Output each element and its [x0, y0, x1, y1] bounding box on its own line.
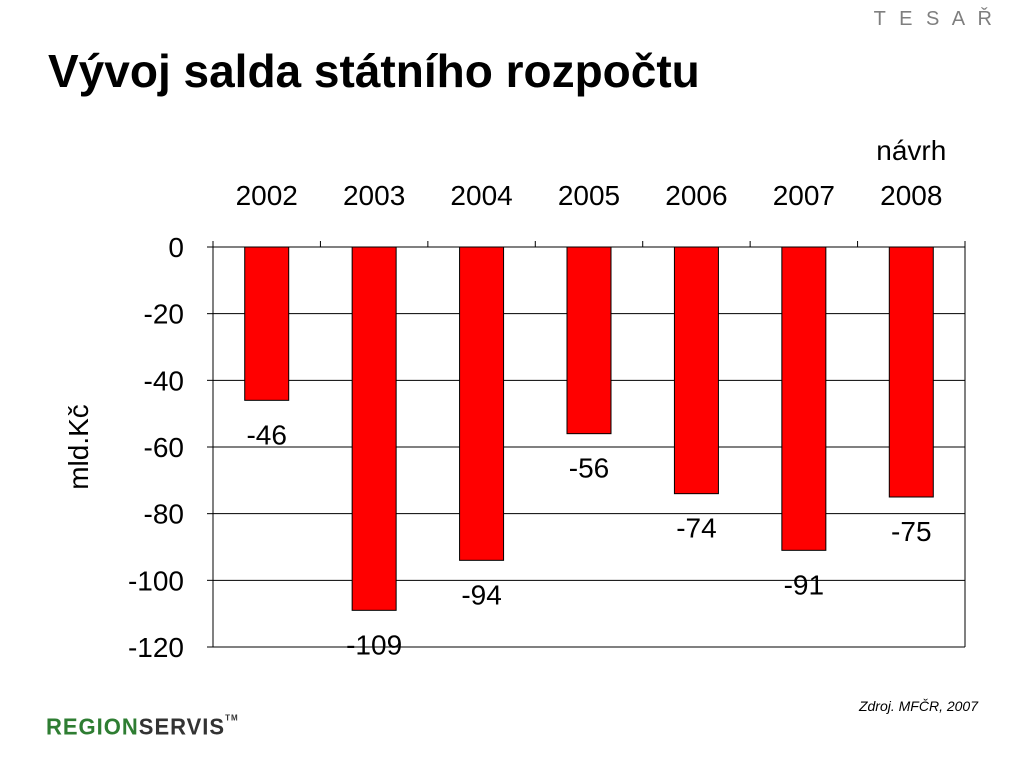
y-tick-label: -20 [144, 299, 184, 330]
source-note: Zdroj. MFČR, 2007 [858, 698, 978, 714]
category-label: 2006 [665, 180, 727, 211]
y-tick-label: 0 [168, 232, 184, 263]
logo-tm: TM [225, 713, 239, 723]
category-label: 2005 [558, 180, 620, 211]
y-axis-label: mld.Kč [63, 404, 94, 490]
logo-part-region: REGION [46, 713, 139, 740]
data-label: -74 [676, 513, 716, 544]
category-label: 2002 [236, 180, 298, 211]
data-label: -75 [891, 516, 931, 547]
data-label: -46 [246, 419, 286, 450]
y-tick-label: -40 [144, 365, 184, 396]
brand-top: T E S A Ř [873, 8, 996, 30]
data-label: -94 [461, 579, 501, 610]
data-label: -56 [569, 453, 609, 484]
bar [351, 246, 397, 611]
y-tick-label: -80 [144, 499, 184, 530]
y-tick-label: -120 [128, 632, 184, 663]
data-label: -109 [346, 629, 402, 660]
bar [244, 246, 290, 401]
category-label: 2003 [343, 180, 405, 211]
logo-part-servis: SERVIS [138, 713, 226, 740]
page-title: Vývoj salda státního rozpočtu [48, 45, 700, 97]
y-tick-label: -100 [128, 565, 184, 596]
category-prefix-label: návrh [876, 135, 946, 166]
bar [673, 246, 719, 495]
category-label: 2007 [773, 180, 835, 211]
bar [459, 246, 505, 561]
category-label: 2004 [450, 180, 512, 211]
bar [888, 246, 934, 498]
y-tick-label: -60 [144, 432, 184, 463]
bar [566, 246, 612, 435]
data-label: -91 [784, 569, 824, 600]
category-label: 2008 [880, 180, 942, 211]
bar [781, 246, 827, 551]
regionservis-logo: REGIONSERVISTM [46, 713, 239, 740]
